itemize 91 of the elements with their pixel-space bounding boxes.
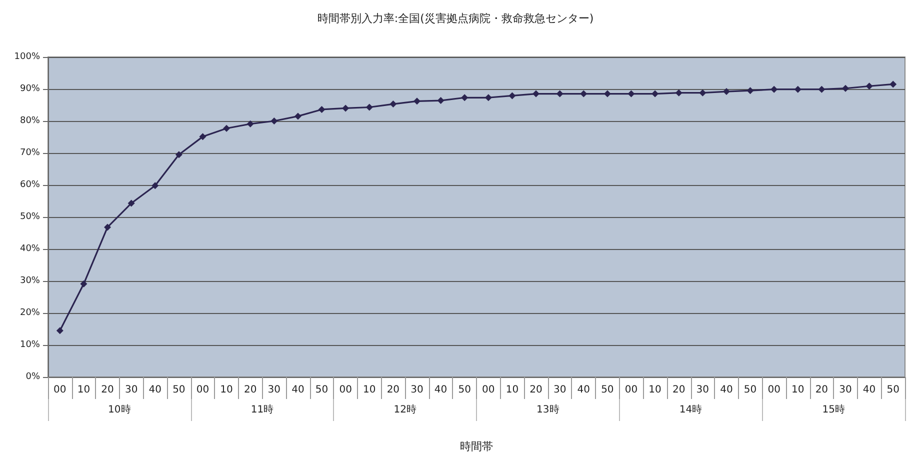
point: [722, 88, 730, 96]
x-tick-label: 40: [577, 384, 590, 396]
x-tick-label: 20: [386, 384, 400, 396]
point: [199, 133, 206, 140]
point: [461, 94, 468, 102]
y-tick-label: 40%: [20, 244, 40, 254]
x-tick-label: 30: [553, 384, 566, 396]
x-tick-label: 10: [363, 384, 376, 396]
x-tick-label: 10: [220, 384, 233, 396]
text: 13時: [536, 404, 560, 416]
x-tick-label: 10: [792, 384, 804, 396]
x-tick-label: 50: [315, 384, 328, 396]
x-tick-label: 50: [601, 384, 614, 396]
x-tick-label: 50: [744, 384, 757, 396]
x-tick-label: 30: [124, 384, 138, 396]
y-tick-label: 20%: [20, 308, 40, 318]
x-tick-label: 00: [768, 384, 780, 396]
point: [413, 98, 420, 105]
y-tick-label: 80%: [20, 116, 40, 126]
x-tick-label: 20: [815, 384, 828, 396]
point: [508, 92, 516, 100]
point: [128, 200, 135, 207]
x-tick-label: 30: [410, 384, 424, 396]
text: 11時: [250, 404, 274, 416]
point: [770, 86, 778, 93]
point: [342, 104, 350, 112]
point: [842, 84, 849, 92]
x-tick-label: 30: [268, 384, 281, 396]
x-tick-label: 40: [434, 384, 448, 396]
text: 15時: [822, 404, 845, 416]
y-tick-label: 90%: [20, 84, 40, 94]
x-tick-label: 30: [839, 384, 852, 396]
point: [675, 89, 682, 96]
point: [699, 89, 706, 96]
point: [604, 90, 611, 98]
y-tick-label: 0%: [26, 372, 40, 382]
x-tick-label: 50: [172, 384, 186, 396]
x-tick-label: 10: [648, 384, 662, 396]
point: [437, 97, 444, 104]
x-tick-label: 30: [696, 384, 710, 396]
text: 12時: [394, 404, 416, 416]
y-tick-label: 30%: [20, 276, 40, 286]
point: [580, 90, 588, 98]
x-tick-label: 00: [482, 384, 495, 396]
x-tick-label: 40: [862, 384, 876, 396]
y-tick-label: 100%: [14, 52, 40, 62]
point: [890, 80, 897, 88]
point: [294, 112, 302, 120]
point: [628, 90, 635, 98]
x-tick-label: 50: [458, 384, 471, 396]
x-tick-label: 50: [886, 384, 900, 396]
x-tick-label: 20: [672, 384, 686, 396]
point: [223, 124, 230, 132]
point: [246, 120, 254, 128]
x-tick-label: 00: [54, 384, 66, 396]
y-tick-label: 50%: [20, 212, 40, 222]
point: [366, 104, 373, 111]
x-tick-label: 40: [292, 384, 304, 396]
x-tick-label: 10: [77, 384, 90, 396]
chart-title: 時間帯別入力率:全国(災害拠点病院・救命救急センター): [317, 12, 594, 25]
point: [56, 327, 64, 334]
x-tick-label: 00: [196, 384, 210, 396]
point: [532, 90, 540, 98]
point: [556, 90, 564, 98]
x-tick-label: 10: [506, 384, 519, 396]
y-tick-label: 10%: [20, 340, 40, 350]
y-tick-label: 60%: [20, 180, 40, 190]
point: [794, 86, 802, 93]
point: [866, 82, 873, 90]
point: [484, 94, 492, 102]
x-tick-label: 00: [339, 384, 352, 396]
x-tick-label: 20: [244, 384, 257, 396]
point: [104, 224, 112, 231]
point: [652, 90, 659, 98]
point: [746, 87, 754, 94]
x-tick-label: 20: [101, 384, 114, 396]
y-tick-label: 70%: [20, 148, 40, 158]
point: [270, 118, 278, 124]
x-tick-label: 20: [530, 384, 542, 396]
text: 14時: [679, 404, 702, 416]
x-tick-label: 40: [720, 384, 733, 396]
point: [318, 106, 326, 113]
text: 10時: [108, 404, 131, 416]
x-tick-label: 40: [148, 384, 162, 396]
point: [80, 280, 88, 288]
point: [818, 86, 826, 93]
point: [390, 100, 397, 108]
x-tick-label: 00: [624, 384, 638, 396]
x-axis-title: 時間帯: [460, 440, 493, 453]
point: [152, 182, 159, 190]
point: [175, 151, 182, 158]
